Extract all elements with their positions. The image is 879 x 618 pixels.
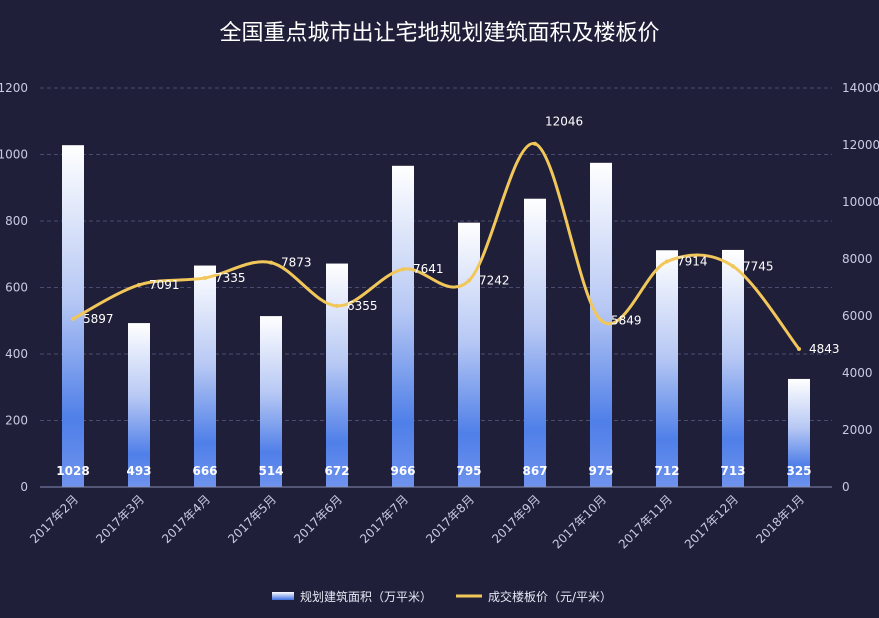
- legend: 规划建筑面积（万平米） 成交楼板价（元/平米）: [272, 589, 612, 604]
- bar-value-label: 795: [456, 464, 481, 478]
- y-left-tick-label: 200: [5, 414, 28, 428]
- y-right-tick-label: 4000: [842, 366, 873, 380]
- y-right-tick-label: 8000: [842, 252, 873, 266]
- bar: [722, 249, 744, 487]
- line-value-label: 7641: [413, 262, 444, 276]
- legend-line-label: 成交楼板价（元/平米）: [488, 589, 612, 604]
- x-tick-label: 2018年1月: [753, 492, 807, 546]
- bar-layer: [62, 145, 810, 487]
- y-right-tick-label: 10000: [842, 195, 879, 209]
- bar: [326, 263, 348, 487]
- bar-value-label: 712: [654, 464, 679, 478]
- y-left-tick-label: 0: [20, 480, 28, 494]
- line-point: [71, 316, 75, 321]
- bar: [392, 165, 414, 487]
- y-right-tick-label: 2000: [842, 423, 873, 437]
- legend-bar-swatch: [272, 592, 294, 600]
- line-value-label: 7914: [677, 254, 708, 268]
- bar-value-label: 713: [720, 464, 745, 478]
- line-point: [599, 318, 603, 323]
- bar-value-label: 493: [126, 464, 151, 478]
- line-value-label: 7745: [743, 259, 774, 273]
- bar-value-label: 975: [588, 464, 613, 478]
- bar-value-label: 966: [390, 464, 415, 478]
- x-tick-label: 2017年10月: [550, 492, 609, 551]
- y-left-tick-label: 1000: [0, 148, 28, 162]
- bar: [194, 265, 216, 487]
- y-left-tick-label: 1200: [0, 81, 28, 95]
- y-left-tick-label: 400: [5, 347, 28, 361]
- bar: [590, 162, 612, 487]
- line-point: [467, 278, 471, 283]
- line-value-label: 6355: [347, 299, 378, 313]
- line-point: [335, 303, 339, 308]
- price-line: [71, 142, 801, 351]
- bar-value-label: 867: [522, 464, 547, 478]
- grid-layer: [40, 87, 832, 421]
- x-tick-label: 2017年3月: [93, 492, 147, 546]
- y-right-tick-label: 14000: [842, 81, 879, 95]
- chart-title: 全国重点城市出让宅地规划建筑面积及楼板价: [219, 21, 659, 46]
- line-value-label: 4843: [809, 342, 840, 356]
- bar-value-label: 666: [192, 464, 217, 478]
- y-right-tick-label: 6000: [842, 309, 873, 323]
- line-point: [797, 346, 801, 351]
- x-tick-label: 2017年8月: [423, 492, 477, 546]
- line-point: [401, 267, 405, 272]
- y-left-tick-label: 800: [5, 214, 28, 228]
- line-point: [137, 282, 141, 287]
- line-point: [731, 264, 735, 269]
- line-value-label: 7873: [281, 256, 312, 270]
- x-tick-label: 2017年9月: [489, 492, 543, 546]
- legend-bar-label: 规划建筑面积（万平米）: [300, 589, 432, 604]
- line-value-label: 5849: [611, 313, 642, 327]
- y-right-tick-label: 0: [842, 480, 850, 494]
- label-layer: 1028 493 666 514 672 966 795 867 975 712 713 325 589…: [56, 115, 839, 478]
- line-value-label: 7242: [479, 274, 510, 288]
- line-point: [203, 275, 207, 280]
- bar-value-label: 672: [324, 464, 349, 478]
- bar-value-label: 514: [258, 464, 283, 478]
- x-tick-label: 2017年6月: [291, 492, 345, 546]
- bar: [62, 145, 84, 487]
- bar: [260, 316, 282, 487]
- line-point: [269, 260, 273, 265]
- bar: [788, 378, 810, 487]
- x-tick-label: 2017年11月: [616, 492, 675, 551]
- line-value-label: 12046: [545, 115, 583, 129]
- bar: [458, 222, 480, 487]
- bar-value-label: 1028: [56, 464, 89, 478]
- x-tick-label: 2017年7月: [357, 492, 411, 546]
- line-point: [665, 259, 669, 264]
- y-right-tick-label: 12000: [842, 138, 879, 152]
- x-tick-label: 2017年4月: [159, 492, 213, 546]
- line-value-label: 7335: [215, 271, 246, 285]
- x-tick-label: 2017年2月: [27, 492, 81, 546]
- bar: [128, 323, 150, 487]
- line-value-label: 7091: [149, 278, 180, 292]
- bar-value-label: 325: [786, 464, 811, 478]
- bar: [524, 198, 546, 487]
- x-tick-label: 2017年5月: [225, 492, 279, 546]
- x-tick-label: 2017年12月: [682, 492, 741, 551]
- line-layer: [71, 141, 801, 351]
- y-left-tick-label: 600: [5, 281, 28, 295]
- line-point: [533, 141, 537, 146]
- bar: [656, 250, 678, 487]
- line-value-label: 5897: [83, 312, 114, 326]
